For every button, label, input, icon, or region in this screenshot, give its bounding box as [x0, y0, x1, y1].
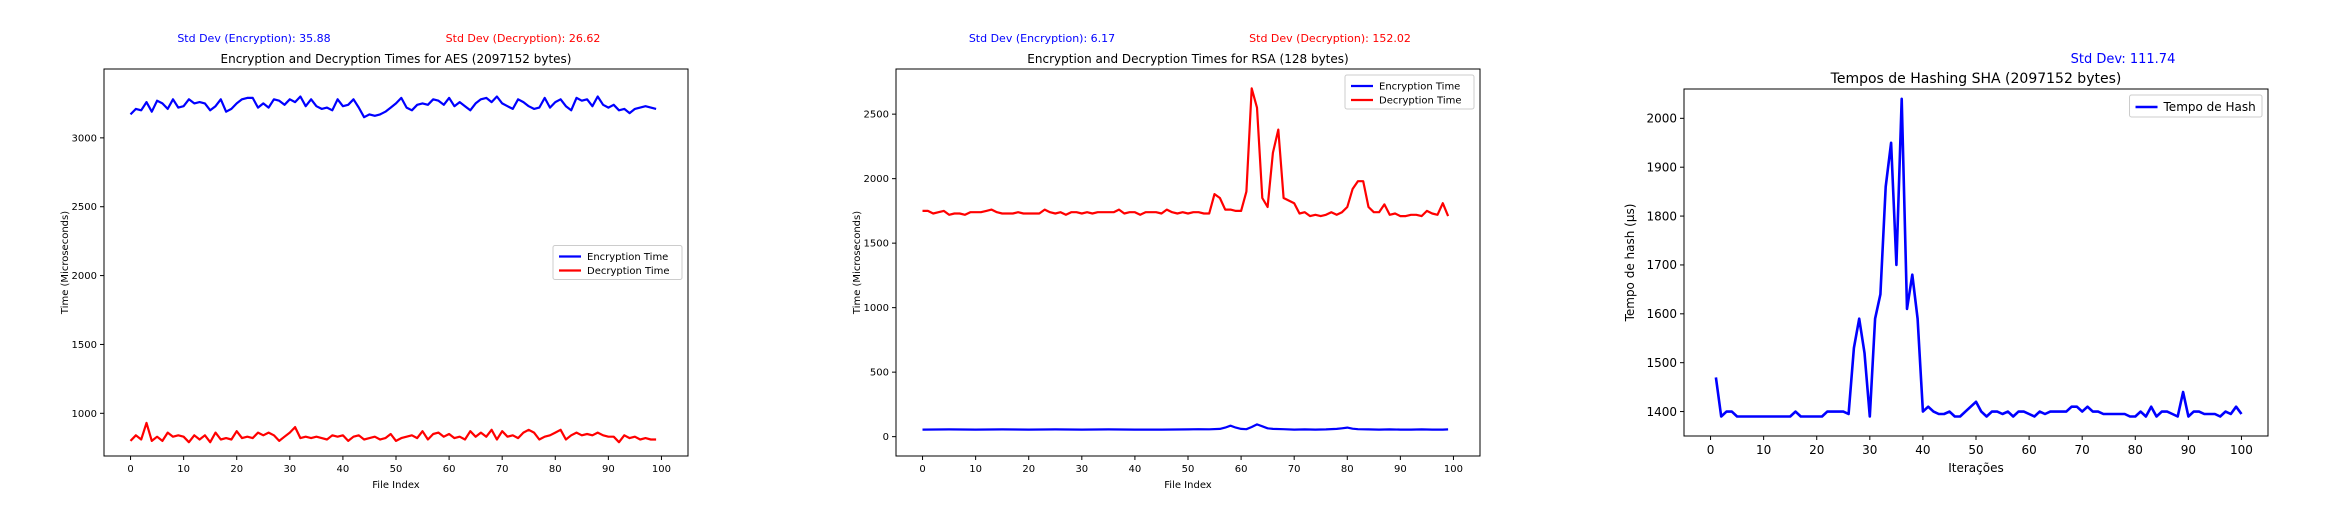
- x-tick-label: 100: [2230, 443, 2253, 457]
- chart-2: 0 10 20 30 40 50 60 70 80 90 100050010001500200025…: [852, 32, 1481, 491]
- y-axis-label: Time (Microseconds): [60, 211, 71, 315]
- x-tick-label: 70: [1288, 464, 1301, 475]
- y-tick-label: 1700: [1646, 258, 1677, 272]
- chart-1: 0 10 20 30 40 50 60 70 80 90 100 1000 1500 2000 2500 30…: [60, 32, 689, 491]
- y-axis-label: Tempo de hash (µs): [1623, 204, 1637, 323]
- x-tick-label: 70: [2075, 443, 2090, 457]
- chart-title: Encryption and Decryption Times for RSA …: [1027, 52, 1348, 66]
- x-tick-label: 30: [1075, 464, 1088, 475]
- x-axis-label: Iterações: [1948, 461, 2004, 475]
- x-tick-label: 60: [443, 464, 456, 475]
- y-tick-label: 1900: [1646, 160, 1677, 174]
- chart-title: Encryption and Decryption Times for AES …: [221, 52, 572, 66]
- y-tick-label: 500: [870, 368, 889, 379]
- series-line-encryption-time: [129, 95, 657, 119]
- y-tick-label: 1600: [1646, 307, 1677, 321]
- y-tick-label: 1500: [72, 340, 97, 351]
- series-line-decryption-time: [922, 87, 1450, 218]
- x-tick-label: 10: [969, 464, 982, 475]
- legend-box: [552, 245, 683, 280]
- std-dev-annotation: Std Dev (Encryption): 6.17: [969, 32, 1115, 45]
- x-tick-label: 80: [1341, 464, 1354, 475]
- std-dev-annotation: Std Dev (Encryption): 35.88: [177, 32, 330, 45]
- x-tick-label: 20: [1809, 443, 1824, 457]
- x-tick-label: 40: [337, 464, 350, 475]
- chart-3: 0 10 20 30 40 50 60 70 80 90 100 1400 1500 1600 1700 18…: [1623, 52, 2269, 475]
- std-dev-annotation: Std Dev: 111.74: [2071, 52, 2176, 67]
- x-tick-label: 90: [1394, 464, 1407, 475]
- y-tick-label: 1500: [864, 239, 889, 250]
- y-tick-label: 1000: [72, 409, 97, 420]
- x-tick-label: 0: [127, 464, 133, 475]
- chart-title: Tempos de Hashing SHA (2097152 bytes): [1830, 71, 2122, 87]
- x-tick-label: 40: [1129, 464, 1142, 475]
- y-axis-label: Time (Microseconds): [852, 211, 863, 315]
- x-tick-label: 100: [1444, 464, 1463, 475]
- x-tick-label: 50: [390, 464, 403, 475]
- series-line-encryption-time: [922, 423, 1449, 431]
- series-line-tempo-de-hash: [1714, 97, 2243, 418]
- legend-box: [1344, 74, 1475, 110]
- legend-box: [2129, 94, 2263, 118]
- y-tick-label: 2500: [72, 202, 97, 213]
- series-line-decryption-time: [129, 421, 657, 444]
- x-tick-label: 30: [283, 464, 296, 475]
- x-tick-label: 20: [230, 464, 243, 475]
- std-dev-annotation: Std Dev (Decryption): 26.62: [446, 32, 601, 45]
- legend-label: Decryption Time: [587, 266, 670, 277]
- y-tick-label: 2000: [72, 271, 97, 282]
- x-tick-label: 50: [1968, 443, 1983, 457]
- x-tick-label: 20: [1022, 464, 1035, 475]
- y-tick-label: 0: [883, 432, 889, 443]
- legend: Tempo de Hash: [2129, 94, 2263, 118]
- y-tick-label: 2000: [1646, 112, 1677, 126]
- legend: Encryption Time Decryption Time: [1344, 74, 1475, 110]
- legend-label: Decryption Time: [1379, 96, 1462, 107]
- x-tick-label: 80: [549, 464, 562, 475]
- x-axis-label: File Index: [372, 480, 420, 491]
- legend: Encryption Time Decryption Time: [552, 245, 683, 280]
- x-tick-label: 90: [602, 464, 615, 475]
- x-axis-label: File Index: [1164, 480, 1212, 491]
- x-tick-label: 10: [1756, 443, 1771, 457]
- y-tick-label: 1400: [1646, 405, 1677, 419]
- y-tick-label: 1500: [1646, 356, 1677, 370]
- x-tick-label: 30: [1862, 443, 1877, 457]
- x-tick-label: 50: [1182, 464, 1195, 475]
- legend-label: Encryption Time: [1379, 82, 1460, 93]
- x-tick-label: 70: [496, 464, 509, 475]
- y-tick-label: 1800: [1646, 209, 1677, 223]
- legend-label: Encryption Time: [587, 252, 668, 263]
- legend-label: Tempo de Hash: [2163, 100, 2256, 114]
- y-tick-label: 2500: [864, 110, 889, 121]
- y-tick-label: 2000: [864, 174, 889, 185]
- x-tick-label: 60: [2021, 443, 2036, 457]
- y-tick-label: 3000: [72, 133, 97, 144]
- x-tick-label: 100: [652, 464, 671, 475]
- std-dev-annotation: Std Dev (Decryption): 152.02: [1249, 32, 1411, 45]
- x-tick-label: 60: [1235, 464, 1248, 475]
- x-tick-label: 0: [919, 464, 925, 475]
- y-tick-label: 1000: [864, 303, 889, 314]
- x-tick-label: 0: [1707, 443, 1715, 457]
- x-tick-label: 80: [2128, 443, 2143, 457]
- x-tick-label: 40: [1915, 443, 1930, 457]
- x-tick-label: 10: [177, 464, 190, 475]
- x-tick-label: 90: [2181, 443, 2196, 457]
